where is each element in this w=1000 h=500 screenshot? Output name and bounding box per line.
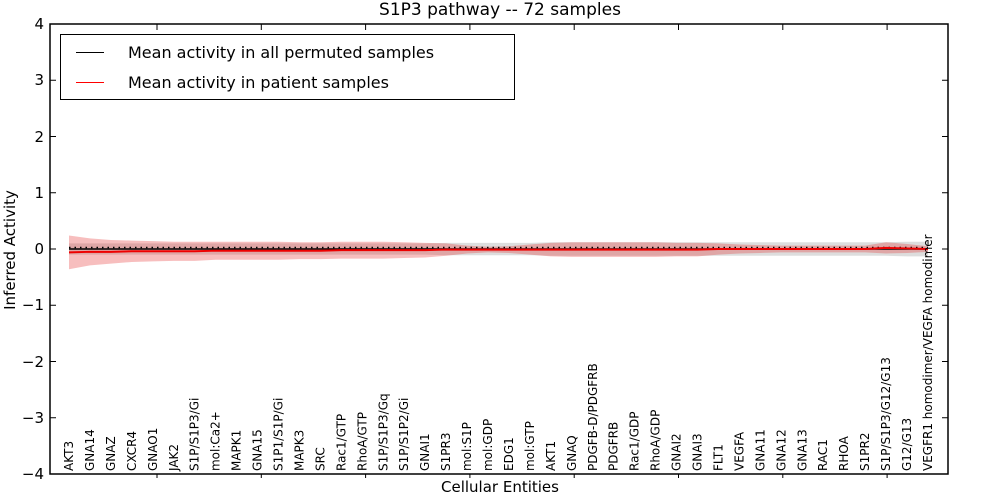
legend: Mean activity in all permuted samples Me… [60,34,515,100]
x-tick-label: FLT1 [711,444,725,471]
x-tick-label: CXCR4 [125,431,139,471]
x-tick-label: JAK2 [167,444,181,472]
x-tick-label: GNAI3 [691,433,705,471]
y-tick-label: 2 [34,127,44,146]
x-tick-label: EDG1 [502,437,516,471]
x-tick-label: G12/G13 [900,418,914,471]
x-tick-label: S1P/S1P2/Gi [397,398,411,471]
x-tick-label: S1PR2 [858,433,872,471]
series-line-patient [68,246,929,254]
x-tick-label: RHOA [837,435,851,471]
y-tick-label: 3 [34,71,44,90]
x-tick-label: mol:Ca2+ [209,411,223,471]
x-tick-label: PDGFB-D/PDGFRB [586,363,600,471]
band-patient-samples-std [69,235,928,270]
x-tick-label: GNAZ [104,436,118,471]
x-tick-label: mol:GDP [481,419,495,471]
x-tick-label: AKT3 [62,441,76,471]
y-tick-label: −2 [21,352,44,371]
x-tick-label: S1P/S1P3/G12/G13 [879,357,893,471]
x-tick-label: VEGFA [732,431,746,471]
x-tick-label: mol:S1P [460,422,474,471]
x-tick-label: GNA14 [83,429,97,471]
x-tick-label: GNA15 [251,429,265,471]
x-tick-label: RhoA/GTP [355,412,369,471]
x-tick-label: GNAQ [565,435,579,471]
x-tick-label: RAC1 [816,439,830,471]
x-tick-label: RhoA/GDP [649,410,663,471]
y-axis-label: Inferred Activity [1,190,19,310]
x-tick-label: PDGFRB [607,422,621,471]
y-tick-label: −3 [21,408,44,427]
y-tick-label: −1 [21,296,44,315]
x-axis-label: Cellular Entities [441,478,559,496]
y-tick-label: −4 [21,465,44,483]
chart-title: S1P3 pathway -- 72 samples [379,0,621,20]
x-tick-label: SRC [313,447,327,471]
x-tick-label: S1P1/S1P/Gi [272,398,286,471]
legend-item-permuted: Mean activity in all permuted samples [61,40,514,64]
x-tick-label: GNAI2 [670,433,684,471]
x-tick-label: S1PR3 [439,433,453,471]
legend-label: Mean activity in all permuted samples [128,42,435,62]
x-tick-label: GNAO1 [146,428,160,471]
x-tick-label: GNA13 [795,429,809,471]
legend-item-patient: Mean activity in patient samples [61,70,514,94]
x-tick-label: MAPK1 [230,430,244,471]
y-tick-label: 4 [34,15,44,33]
x-tick-label: GNA12 [774,429,788,471]
x-tick-label: S1P/S1P3/Gq [376,393,390,471]
x-tick-label: MAPK3 [292,430,306,471]
x-tick-label: GNA11 [753,429,767,471]
legend-line-swatch-black [76,51,104,53]
x-tick-label: mol:GTP [523,421,537,471]
x-tick-label: VEGFR1 homodimer/VEGFA homodimer [921,234,935,471]
y-tick-label: 1 [34,183,44,202]
legend-label: Mean activity in patient samples [128,72,389,92]
y-tick-label: 0 [34,240,44,258]
x-tick-label: Rac1/GTP [334,414,348,471]
x-tick-label: AKT1 [544,441,558,471]
x-tick-label: GNAI1 [418,433,432,471]
legend-line-swatch-red [76,81,104,83]
x-tick-label: S1P/S1P3/Gi [188,398,202,471]
x-tick-label: Rac1/GDP [628,412,642,471]
